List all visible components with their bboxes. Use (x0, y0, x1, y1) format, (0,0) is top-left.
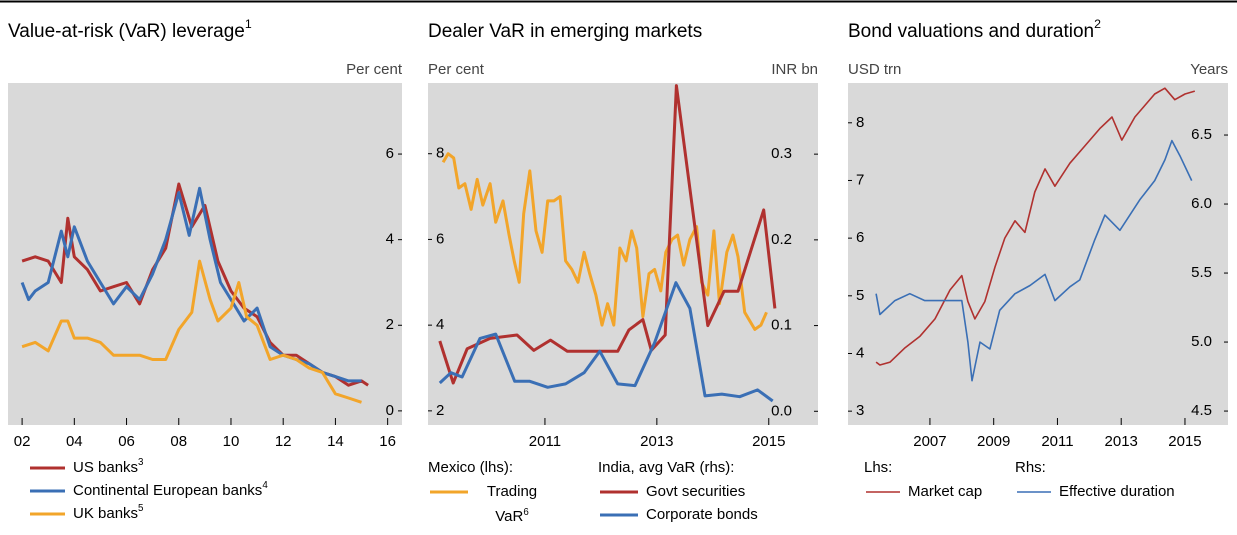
x-tick-label: 2007 (913, 433, 946, 450)
label: India, avg VaR (rhs): (598, 459, 734, 476)
label: Bond valuations and duration2 (848, 17, 1101, 42)
legend-label: Trading VaR6 (472, 481, 552, 527)
label: Lhs: (864, 459, 892, 476)
y-tick-label: 6 (436, 230, 444, 247)
label-text: Govt securities (646, 483, 745, 500)
series-line (875, 87, 1196, 366)
label: Govt securities (646, 483, 745, 500)
label: Years (1190, 61, 1228, 78)
y-tick-label: 6 (386, 145, 394, 162)
y-tick-label: 0.3 (771, 145, 792, 162)
x-tick-label: 2015 (752, 433, 785, 450)
x-tick-label: 2015 (1168, 433, 1201, 450)
footnote-mark: 4 (262, 480, 268, 491)
y-tick-label: 0.1 (771, 317, 792, 334)
y-tick-label: 0 (386, 402, 394, 419)
label-text: Continental European banks (73, 482, 262, 499)
label-text: Lhs: (864, 459, 892, 476)
x-tick-label: 04 (66, 433, 83, 450)
series-line (875, 139, 1193, 382)
label-text: Per cent (346, 61, 403, 78)
label-text: Per cent (428, 61, 485, 78)
footnote-mark: 6 (523, 507, 529, 518)
y-tick-label: 2 (386, 316, 394, 333)
footnote-mark: 2 (1094, 17, 1101, 31)
legend-label-text: Trading VaR (486, 483, 538, 525)
x-tick-label: 2011 (1041, 433, 1073, 450)
footnote-mark: 1 (245, 17, 252, 31)
label: Rhs: (1015, 459, 1046, 476)
footnote-mark: 3 (138, 457, 143, 468)
label: Mexico (lhs): (428, 459, 513, 476)
series-line (438, 281, 774, 403)
x-tick-label: 10 (223, 433, 240, 450)
y-tick-label: 0.2 (771, 231, 792, 248)
y-tick-label: 3 (856, 402, 864, 419)
label: INR bn (771, 61, 818, 78)
label-text: Rhs: (1015, 459, 1046, 476)
label-text: Dealer VaR in emerging markets (428, 21, 702, 42)
y-tick-label: 4 (386, 231, 394, 248)
label-text: Years (1190, 61, 1228, 78)
legend-label-box: Trading VaR6 (472, 481, 552, 527)
x-tick-label: 16 (379, 433, 396, 450)
x-tick-label: 08 (170, 433, 187, 450)
series-line (21, 259, 362, 404)
label: Effective duration (1059, 483, 1175, 500)
y-tick-label: 5 (856, 287, 864, 304)
label-text: INR bn (771, 61, 818, 78)
label-text: USD trn (848, 61, 901, 78)
x-tick-label: 14 (327, 433, 344, 450)
label: Per cent (428, 61, 485, 78)
label: Dealer VaR in emerging markets (428, 21, 702, 42)
y-tick-label: 5.0 (1191, 333, 1212, 350)
y-tick-label: 4 (436, 316, 444, 333)
label: Value-at-risk (VaR) leverage1 (8, 17, 252, 42)
x-tick-label: 12 (275, 433, 292, 450)
x-tick-label: 2013 (1105, 433, 1138, 450)
x-tick-label: 02 (14, 433, 31, 450)
label: Per cent (346, 61, 403, 78)
y-tick-label: 8 (856, 114, 864, 131)
series-line (438, 84, 777, 385)
plot-background (848, 83, 1228, 425)
label: Market cap (908, 483, 982, 500)
label-text: Corporate bonds (646, 506, 758, 523)
x-tick-label: 2011 (529, 433, 561, 450)
label-text: Mexico (lhs): (428, 459, 513, 476)
x-tick-label: 06 (118, 433, 135, 450)
label: Corporate bonds (646, 506, 758, 523)
y-tick-label: 4.5 (1191, 402, 1212, 419)
y-tick-label: 6.5 (1191, 126, 1212, 143)
label-text: Market cap (908, 483, 982, 500)
footnote-mark: 5 (138, 503, 144, 514)
label: USD trn (848, 61, 901, 78)
label-text: India, avg VaR (rhs): (598, 459, 734, 476)
label: Continental European banks4 (73, 480, 268, 499)
y-tick-label: 4 (856, 344, 864, 361)
x-tick-label: 2009 (977, 433, 1010, 450)
label-text: Value-at-risk (VaR) leverage (8, 21, 245, 42)
y-tick-label: 8 (436, 145, 444, 162)
series-line (441, 152, 768, 331)
label: UK banks5 (73, 503, 144, 522)
y-tick-label: 6.0 (1191, 195, 1212, 212)
y-tick-label: 7 (856, 171, 864, 188)
label: US banks3 (73, 457, 143, 476)
label-text: Effective duration (1059, 483, 1175, 500)
label-text: Bond valuations and duration (848, 21, 1094, 42)
label-text: UK banks (73, 505, 138, 522)
y-tick-label: 2 (436, 402, 444, 419)
label-text: US banks (73, 459, 138, 476)
x-tick-label: 2013 (640, 433, 673, 450)
y-tick-label: 5.5 (1191, 264, 1212, 281)
y-tick-label: 6 (856, 229, 864, 246)
y-tick-label: 0.0 (771, 402, 792, 419)
